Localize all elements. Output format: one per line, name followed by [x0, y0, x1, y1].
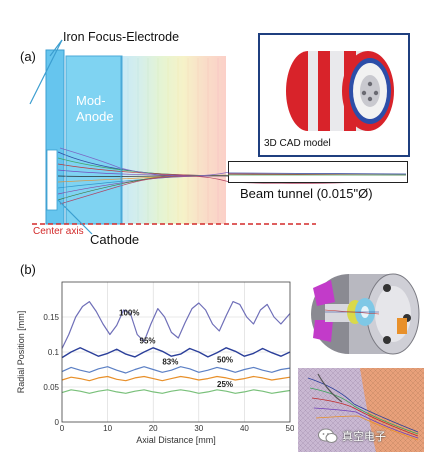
radial-position-chart: 0 10 20 30 40 50 0 0.05 0.1 0.15 100% 95% 83% 50% 25%… [16, 281, 294, 445]
series-annotation: 50% [217, 356, 233, 365]
series-annotation: 83% [162, 358, 178, 367]
mesh-render [298, 368, 424, 452]
y-tick-label: 0.1 [48, 348, 60, 357]
focus-electrode-label: Iron Focus-Electrode [63, 30, 180, 44]
series-line-83pct [61, 366, 291, 374]
cathode-leader [57, 199, 93, 235]
series-line-50pct [61, 375, 291, 382]
beam-tunnel-label: Beam tunnel (0.015"Ø) [240, 186, 373, 201]
focus-leader-2 [49, 39, 63, 57]
y-tick-label: 0 [55, 418, 60, 427]
y-tick-label: 0.05 [43, 383, 59, 392]
x-tick-label: 30 [194, 424, 203, 433]
panel-a-label: (a) [20, 49, 36, 64]
x-tick-label: 10 [103, 424, 112, 433]
cad-model-label: 3D CAD model [264, 138, 331, 149]
x-tick-label: 20 [149, 424, 158, 433]
x-tick-label: 0 [60, 424, 65, 433]
y-tick-label: 0.15 [43, 313, 59, 322]
x-axis-label: Axial Distance [mm] [136, 435, 216, 445]
series-line-100pct [61, 301, 291, 349]
mod-anode-label: Mod- Anode [76, 93, 114, 124]
series-annotation: 100% [119, 309, 139, 318]
gun-cross-section [29, 39, 401, 235]
x-tick-label: 50 [286, 424, 294, 433]
beam-tunnel-box [228, 161, 408, 183]
tunnel-beam [228, 172, 407, 176]
electrode-notch [46, 149, 58, 211]
field-lines [127, 58, 219, 222]
watermark-text: 真空电子 [342, 430, 386, 443]
cad-model-inset: 3D CAD model [258, 33, 410, 157]
series-line-25pct [61, 389, 291, 394]
cathode-label: Cathode [90, 232, 140, 247]
series-line-95pct [61, 347, 291, 359]
mod-anode [65, 55, 123, 225]
wechat-icon [318, 428, 338, 443]
watermark: 真空电子 [318, 425, 422, 447]
plot-frame [61, 281, 291, 423]
series-annotation: 95% [140, 337, 156, 346]
field-region [120, 56, 226, 224]
gun-3d-render [311, 273, 420, 355]
cad-model-render [286, 51, 394, 131]
x-tick-label: 40 [240, 424, 249, 433]
y-axis-label: Radial Position [mm] [16, 311, 26, 394]
center-axis-label: Center axis [33, 226, 84, 237]
series-annotation: 25% [217, 380, 233, 389]
panel-b-label: (b) [20, 262, 36, 277]
focus-leader-1 [29, 39, 63, 105]
